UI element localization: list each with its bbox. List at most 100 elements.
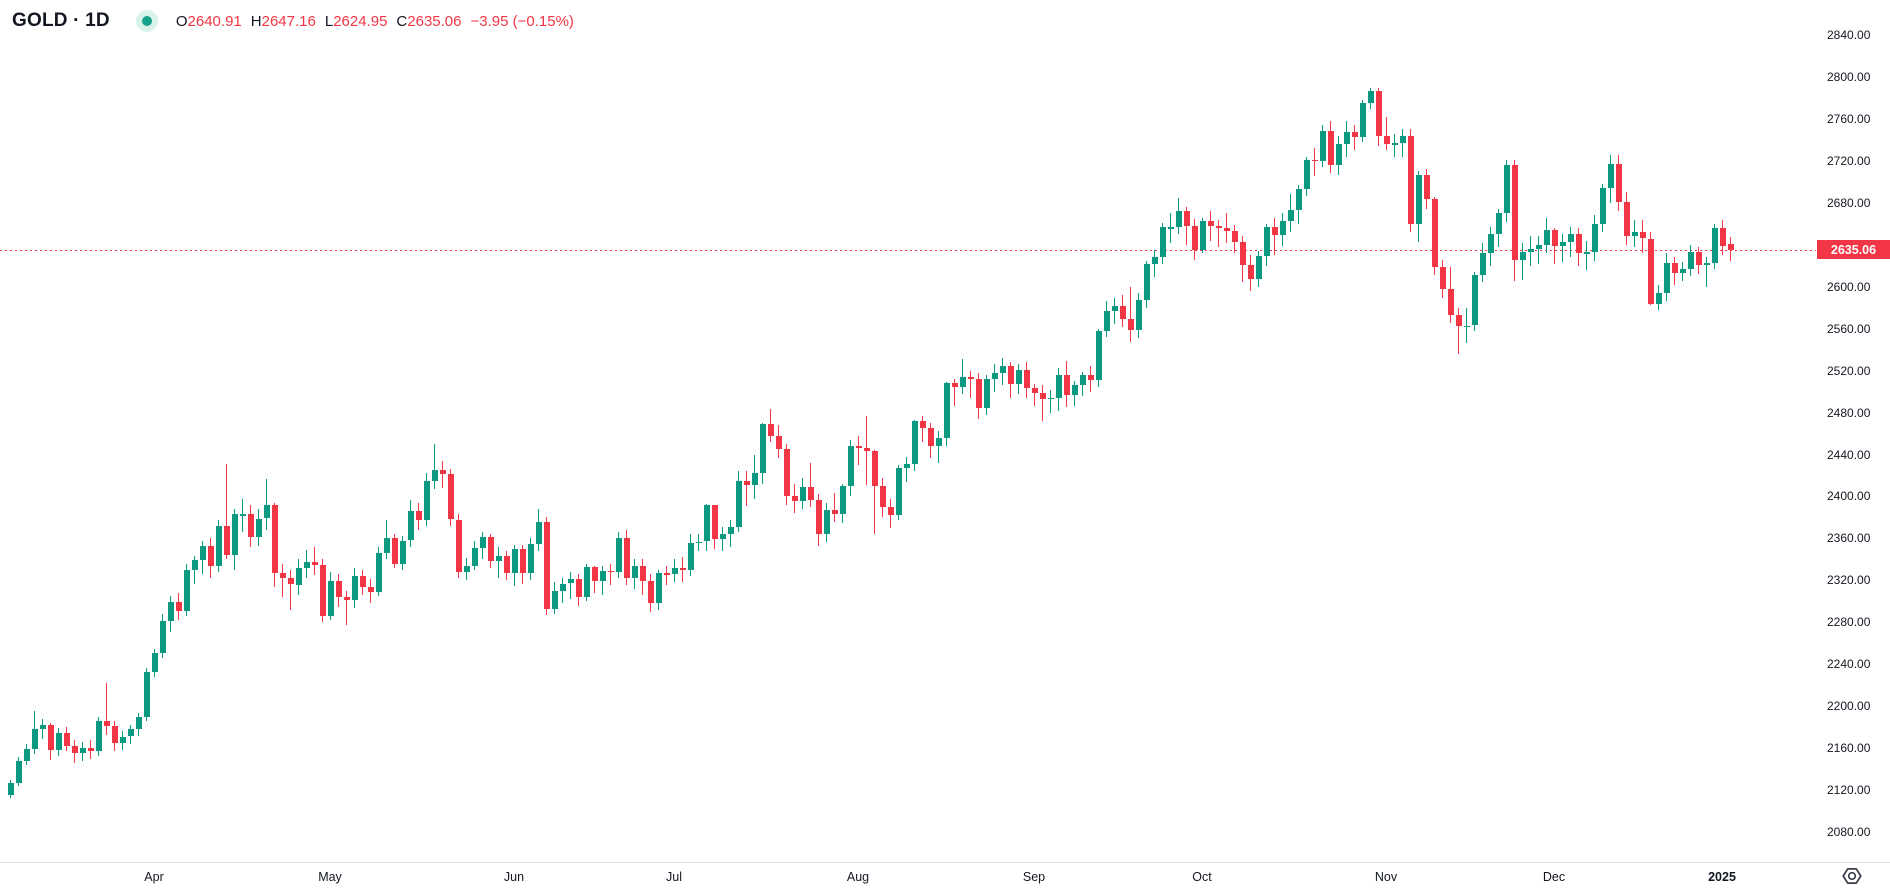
candle [151,652,158,672]
candle-wick [1226,213,1227,243]
candle [607,570,614,573]
candle [1263,227,1270,257]
candle [1311,159,1318,162]
candle [1383,135,1390,145]
time-tick-label: May [318,870,342,884]
candle [759,424,766,474]
candle [1391,143,1398,145]
candle [967,376,974,379]
candle [1623,201,1630,237]
candle-wick [282,563,283,598]
time-axis[interactable]: Apr May Jun Jul Aug Sep Oct Nov Dec 2025 [0,863,1890,893]
candle-wick [666,565,667,585]
candle-wick [1274,217,1275,256]
hexagon-circle-icon[interactable] [1840,864,1864,888]
candle [439,470,446,475]
candle [1423,174,1430,199]
candle [951,383,958,388]
candle [1327,130,1334,166]
candle [255,518,262,538]
price-tick-label: 2560.00 [1827,322,1871,336]
price-tick-label: 2080.00 [1827,825,1871,839]
candle [231,514,238,556]
candle-wick [1570,227,1571,258]
candle-wick [1394,133,1395,157]
candle [599,570,606,582]
candle [143,671,150,717]
candle [1151,257,1158,264]
candle [1111,305,1118,311]
open-label: O [175,12,188,30]
candle-wick [1034,384,1035,407]
price-tick-label: 2280.00 [1827,615,1871,629]
candle [1463,325,1470,327]
candle [191,560,198,570]
candle [1175,211,1182,227]
candle [1695,252,1702,265]
candle [575,579,582,598]
candle [527,543,534,573]
candle [1119,305,1126,320]
candle-wick [1586,240,1587,270]
candle [1487,234,1494,254]
candle [1023,369,1030,389]
candle [1407,135,1414,224]
candle [295,567,302,585]
candle [39,725,46,730]
candle [1167,227,1174,229]
candle [935,437,942,447]
candle [1015,369,1022,385]
market-status-icon[interactable] [135,10,158,32]
candle-wick [922,415,923,442]
candle-wick [290,569,291,610]
candle-wick [1314,148,1315,176]
price-axis[interactable]: 2840.00 2800.00 2760.00 2720.00 2680.00 2600.… [1816,0,1890,862]
candle [1375,90,1382,136]
candle [1551,230,1558,246]
candle [7,782,14,796]
candle [335,581,342,598]
candle-wick [1522,242,1523,281]
candle [1599,188,1606,224]
candle [447,474,454,520]
candle [559,583,566,591]
candle [55,733,62,751]
candle [1255,256,1262,280]
candle-wick [938,431,939,463]
candle [1247,264,1254,280]
candle [1727,243,1734,250]
candle [831,510,838,515]
time-tick-label: Sep [1022,870,1046,884]
last-price-tag: 2635.06 [1817,240,1890,259]
candle [543,521,550,609]
symbol-title[interactable]: GOLD · 1D [12,10,110,31]
candle-wick [858,435,859,465]
candle [1039,392,1046,399]
candle [519,548,526,573]
change-value: −3.95 (−0.15%) [470,12,574,30]
candle [239,514,246,516]
candle [991,372,998,379]
candle [1207,220,1214,226]
candle [1719,228,1726,246]
candle [1399,135,1406,143]
market-status-dot [141,16,152,26]
candle [1279,220,1286,236]
candle [495,556,502,562]
candle [1103,310,1110,331]
candle [463,565,470,572]
close-label: C [396,12,408,30]
candle [583,566,590,598]
candle [1455,315,1462,326]
candle [1143,263,1150,301]
candle [1287,210,1294,221]
candlestick-plot[interactable] [0,0,1816,862]
price-tick-label: 2720.00 [1827,154,1871,168]
candle [647,581,654,604]
candle [1687,252,1694,269]
candle [1295,189,1302,211]
candle [871,451,878,486]
candle [719,534,726,540]
candle [895,468,902,516]
candle [839,486,846,515]
